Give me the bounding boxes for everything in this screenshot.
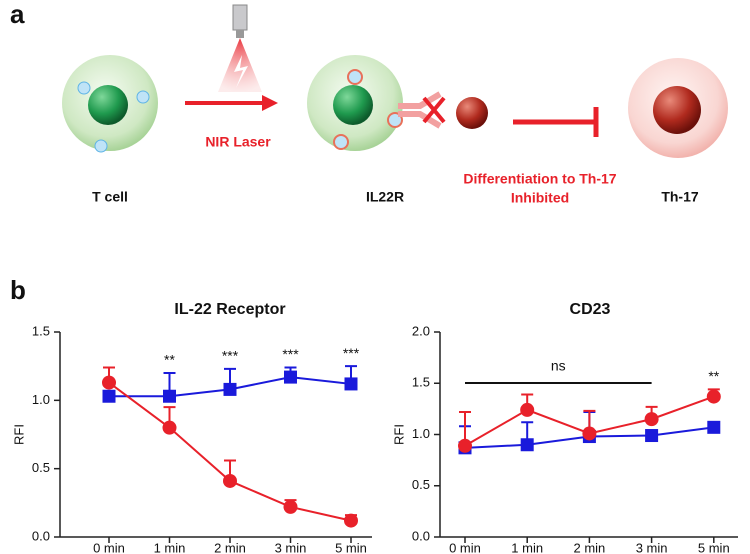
marker	[102, 375, 116, 390]
outcome-label: Differentiation to Th-17	[463, 171, 616, 187]
y-tick-label: 0.5	[32, 460, 50, 475]
chart-title: CD23	[570, 301, 611, 318]
cell-label: T cell	[92, 189, 128, 205]
marker	[458, 438, 472, 453]
bracket-label: ns	[551, 358, 566, 374]
significance-label: **	[164, 352, 175, 368]
x-tick-label: 2 min	[214, 540, 246, 554]
x-tick-label: 5 min	[335, 540, 367, 554]
y-tick-label: 1.0	[412, 426, 430, 441]
th17-label: Th-17	[661, 189, 699, 205]
laser	[185, 4, 278, 111]
y-tick-label: 0.5	[412, 477, 430, 492]
t-cell	[62, 55, 158, 153]
x-tick-label: 1 min	[511, 540, 543, 554]
significance-label: ***	[222, 348, 239, 364]
chart-title: IL-22 Receptor	[174, 301, 285, 318]
marker	[223, 382, 237, 396]
laser-label: NIR Laser	[205, 134, 271, 150]
significance-label: ***	[282, 346, 299, 362]
panel-label: b	[10, 275, 26, 305]
y-tick-label: 1.0	[32, 392, 50, 407]
marker	[344, 377, 358, 391]
marker	[283, 499, 298, 514]
marker	[163, 389, 176, 403]
marker	[520, 438, 534, 452]
marker	[644, 412, 659, 427]
th17-cell	[628, 58, 728, 158]
receptor-label: IL22R	[366, 189, 404, 205]
receptor	[398, 91, 488, 129]
x-tick-label: 1 min	[154, 540, 186, 554]
inhibition-arrow	[513, 107, 599, 137]
y-tick-label: 0.0	[412, 528, 430, 543]
marker	[284, 370, 297, 384]
y-axis-label: RFI	[391, 424, 406, 445]
y-axis-label: RFI	[11, 424, 26, 445]
treated-cell	[307, 55, 403, 151]
y-tick-label: 0.0	[32, 528, 50, 543]
series-line	[108, 381, 352, 522]
significance-label: ***	[343, 345, 360, 361]
x-tick-label: 3 min	[636, 540, 668, 554]
marker	[645, 429, 659, 443]
y-tick-label: 1.5	[412, 375, 430, 390]
marker	[102, 389, 116, 403]
x-tick-label: 0 min	[93, 540, 125, 554]
marker	[344, 513, 358, 528]
marker	[223, 473, 237, 488]
marker	[582, 426, 597, 441]
panel-label: a	[10, 0, 25, 29]
significance-label: **	[708, 368, 719, 384]
y-tick-label: 1.5	[32, 323, 50, 338]
x-tick-label: 2 min	[574, 540, 606, 554]
outcome-label: Inhibited	[511, 190, 569, 206]
marker	[707, 420, 721, 434]
marker	[706, 389, 721, 404]
marker	[520, 402, 535, 417]
y-tick-label: 2.0	[412, 323, 430, 338]
x-tick-label: 5 min	[698, 540, 730, 554]
x-tick-label: 3 min	[275, 540, 307, 554]
x-tick-label: 0 min	[449, 540, 481, 554]
marker	[162, 420, 177, 435]
